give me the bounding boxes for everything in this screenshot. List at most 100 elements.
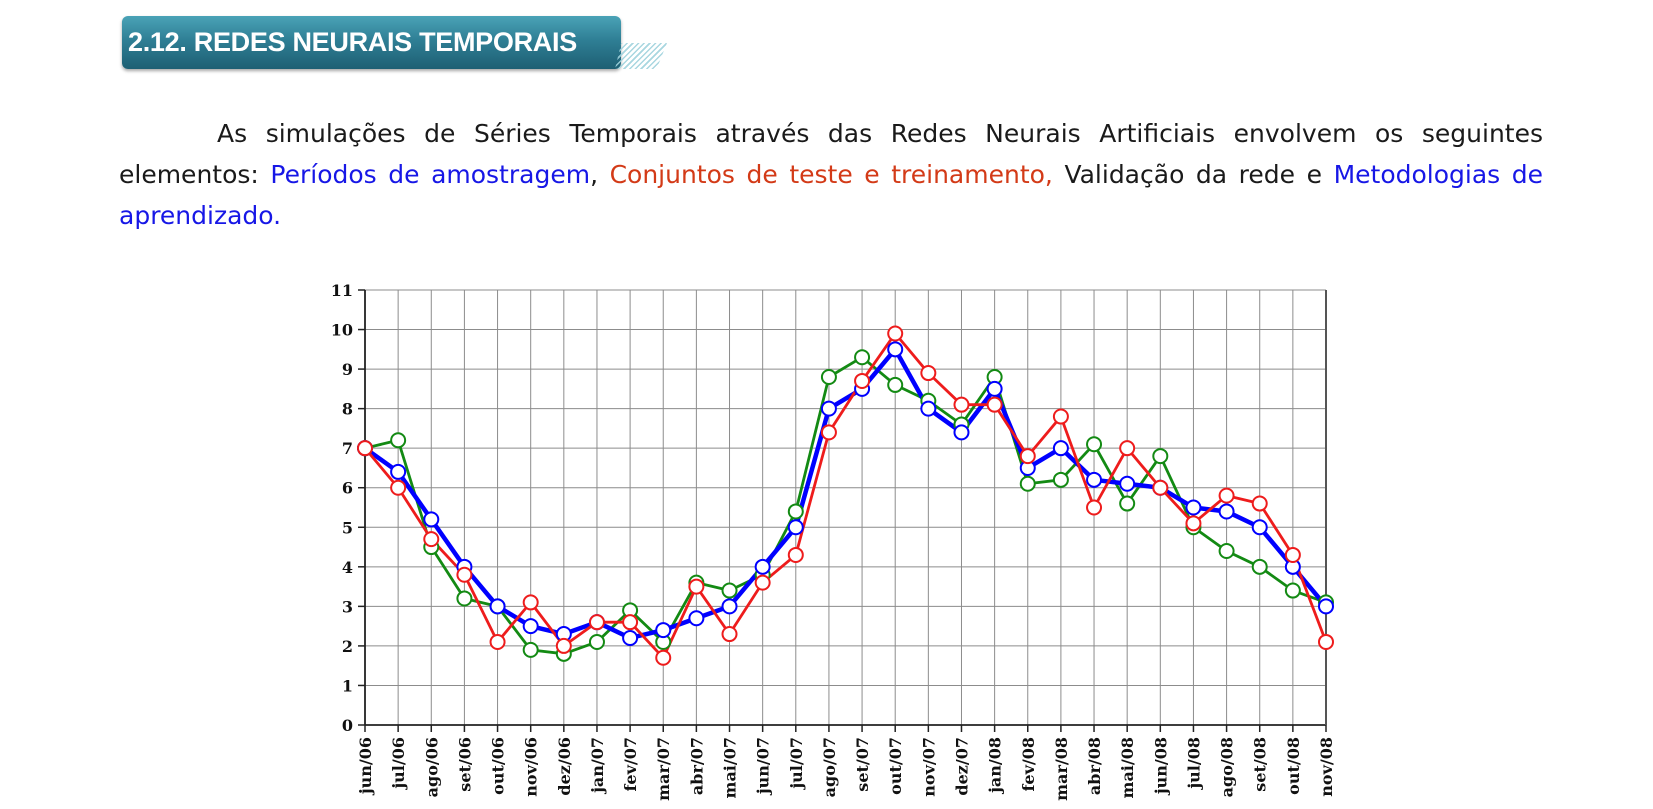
paragraph-text-1: As simulações de Séries Temporais atravé…	[119, 119, 1543, 189]
series-3-point	[588, 614, 605, 631]
x-tick-label: abr/07	[687, 737, 706, 795]
series-1-point	[920, 400, 937, 417]
series-3-point	[887, 325, 904, 342]
series-3-point	[787, 546, 804, 563]
series-1-point	[721, 598, 738, 615]
banner-decoration	[615, 43, 667, 69]
series-3-point	[854, 372, 871, 389]
y-tick-label: 3	[342, 597, 353, 616]
series-3-point	[456, 566, 473, 583]
y-tick-label: 2	[342, 637, 353, 656]
section-banner	[122, 16, 621, 69]
series-2-point	[1119, 495, 1136, 512]
series-3-point	[1119, 440, 1136, 457]
series-1-point	[754, 558, 771, 575]
series-2-point	[390, 432, 407, 449]
term-learning-methodologies: Metodologias de aprendizado.	[119, 160, 1543, 230]
series-1-point	[522, 618, 539, 635]
y-tick-label: 8	[342, 400, 353, 419]
y-tick-label: 0	[342, 716, 353, 735]
series-3-point	[423, 531, 440, 548]
series-3-point	[390, 479, 407, 496]
series-2-point	[1251, 558, 1268, 575]
series-3-point	[1086, 499, 1103, 516]
x-tick-label: mar/08	[1052, 737, 1071, 801]
series-2-point	[1152, 448, 1169, 465]
series-3-point	[721, 626, 738, 643]
x-tick-label: jan/08	[986, 737, 1005, 795]
x-tick-label: jun/07	[754, 737, 773, 796]
y-tick-label: 1	[342, 676, 353, 695]
series-2-point	[787, 503, 804, 520]
x-tick-label: jun/06	[356, 737, 375, 796]
x-tick-label: out/08	[1284, 737, 1303, 795]
series-1-point	[622, 630, 639, 646]
series-1-point	[1119, 475, 1136, 492]
series-1-point	[1318, 598, 1334, 615]
series-1-point	[887, 341, 904, 358]
series-3-point	[1318, 633, 1334, 650]
series-3-point	[357, 440, 373, 457]
series-3-point	[1019, 448, 1036, 465]
x-tick-label: jul/06	[389, 737, 408, 791]
y-tick-label: 7	[342, 439, 353, 458]
x-tick-label: ago/06	[422, 737, 441, 797]
x-tick-label: mai/07	[721, 737, 740, 798]
x-tick-label: fev/07	[621, 737, 640, 791]
x-tick-label: jul/08	[1184, 737, 1203, 791]
series-2-point	[1284, 582, 1301, 599]
series-1-point	[820, 400, 837, 417]
x-tick-label: jan/07	[588, 737, 607, 795]
series-1-point	[655, 622, 672, 639]
x-tick-label: set/06	[455, 737, 474, 792]
series-2-point	[456, 590, 473, 607]
series-2-point	[854, 349, 871, 366]
series-3-point	[920, 365, 937, 382]
series-2-point	[820, 369, 837, 385]
series-line-2	[364, 355, 1327, 656]
paragraph-text-2: Validação da rede e	[1052, 160, 1334, 189]
plot-area	[365, 290, 1326, 725]
series-1-point	[787, 519, 804, 536]
x-tick-label: nov/06	[522, 737, 541, 797]
series-2-point	[1218, 543, 1235, 559]
series-1-point	[986, 380, 1003, 397]
series-2-point	[1052, 471, 1069, 488]
body-paragraph: As simulações de Séries Temporais atravé…	[119, 113, 1543, 236]
series-3-point	[1152, 479, 1169, 496]
paragraph-separator: ,	[590, 160, 610, 189]
series-1-point	[1218, 503, 1235, 520]
series-3-point	[754, 574, 771, 591]
series-3-point	[688, 578, 705, 595]
series-1-point	[1052, 440, 1069, 457]
x-tick-label: nov/08	[1317, 737, 1336, 797]
series-3-point	[953, 396, 970, 413]
series-1-point	[1185, 499, 1202, 516]
term-test-training-sets: Conjuntos de teste e treinamento,	[609, 160, 1053, 189]
series-1-point	[423, 511, 440, 528]
x-tick-label: abr/08	[1085, 737, 1104, 795]
y-tick-label: 9	[342, 360, 353, 379]
series-2-point	[721, 582, 738, 599]
series-3-point	[655, 649, 672, 666]
x-tick-label: ago/07	[820, 737, 839, 797]
x-tick-label: dez/07	[952, 737, 971, 796]
term-sampling-periods: Períodos de amostragem	[270, 160, 591, 189]
series-1-point	[688, 610, 705, 627]
series-2-point	[588, 633, 605, 650]
series-3-point	[1052, 408, 1069, 425]
series-line-3	[363, 332, 1328, 660]
series-1-point	[1086, 471, 1103, 488]
series-3-point	[1185, 515, 1202, 532]
series-3-point	[489, 633, 506, 650]
y-tick-label: 4	[342, 558, 353, 577]
series-3-point	[986, 396, 1003, 413]
x-tick-label: mai/08	[1118, 737, 1137, 798]
series-3-point	[555, 637, 572, 654]
series-1-point	[489, 598, 506, 615]
x-tick-label: set/07	[853, 737, 872, 792]
series-3-point	[1284, 546, 1301, 563]
x-tick-label: set/08	[1251, 737, 1270, 792]
series-2-point	[887, 376, 904, 393]
